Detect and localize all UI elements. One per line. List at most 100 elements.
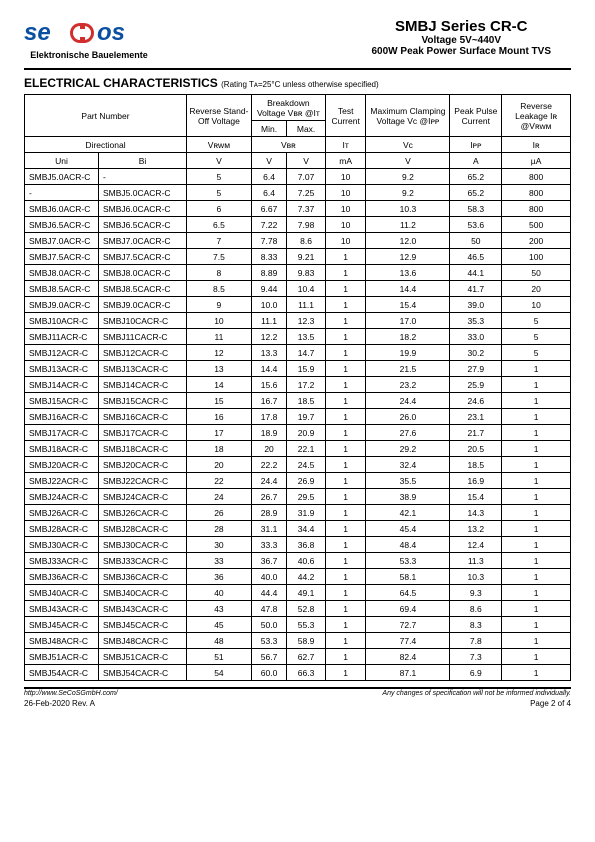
table-cell: 9.83: [287, 265, 326, 281]
table-cell: -: [25, 185, 99, 201]
th-unit-v3: V: [287, 153, 326, 169]
table-row: SMBJ30ACR-CSMBJ30CACR-C3033.336.8148.412…: [25, 537, 571, 553]
table-cell: 20: [502, 281, 571, 297]
table-cell: 20: [251, 441, 286, 457]
table-cell: SMBJ15CACR-C: [99, 393, 187, 409]
th-unit-v4: V: [366, 153, 450, 169]
table-cell: 1: [502, 425, 571, 441]
table-cell: 20.5: [450, 441, 502, 457]
table-cell: 1: [502, 633, 571, 649]
table-cell: 8: [187, 265, 252, 281]
th-vbr: Vʙʀ: [251, 137, 325, 153]
table-cell: 1: [502, 617, 571, 633]
table-cell: 1: [502, 585, 571, 601]
table-cell: 8.5: [187, 281, 252, 297]
th-breakdown-min: Min.: [251, 121, 286, 137]
table-cell: SMBJ28CACR-C: [99, 521, 187, 537]
table-cell: 5: [187, 185, 252, 201]
table-cell: 1: [502, 505, 571, 521]
table-cell: 15.4: [450, 489, 502, 505]
table-cell: 20: [187, 457, 252, 473]
table-row: SMBJ28ACR-CSMBJ28CACR-C2831.134.4145.413…: [25, 521, 571, 537]
table-cell: 66.3: [287, 665, 326, 681]
table-cell: 7: [187, 233, 252, 249]
table-cell: SMBJ8.5CACR-C: [99, 281, 187, 297]
table-cell: 65.2: [450, 185, 502, 201]
table-cell: 29.2: [366, 441, 450, 457]
table-cell: 11.2: [366, 217, 450, 233]
table-cell: 28.9: [251, 505, 286, 521]
table-cell: SMBJ16ACR-C: [25, 409, 99, 425]
table-cell: 1: [325, 265, 366, 281]
table-cell: 31.1: [251, 521, 286, 537]
table-cell: 1: [325, 505, 366, 521]
table-cell: 1: [502, 409, 571, 425]
table-cell: 18.9: [251, 425, 286, 441]
table-cell: 1: [325, 249, 366, 265]
table-cell: SMBJ45CACR-C: [99, 617, 187, 633]
table-cell: 13.2: [450, 521, 502, 537]
doc-title: SMBJ Series CR-C: [372, 18, 552, 35]
table-cell: SMBJ14ACR-C: [25, 377, 99, 393]
table-cell: 55.3: [287, 617, 326, 633]
th-reverse-leak: Reverse Leakage Iʀ @Vʀᴡᴍ: [502, 95, 571, 137]
table-cell: SMBJ48CACR-C: [99, 633, 187, 649]
table-cell: 14: [187, 377, 252, 393]
table-cell: 39.0: [450, 297, 502, 313]
table-cell: 5: [502, 313, 571, 329]
table-cell: 1: [325, 393, 366, 409]
table-row: SMBJ8.5ACR-CSMBJ8.5CACR-C8.59.4410.4114.…: [25, 281, 571, 297]
table-cell: 8.3: [450, 617, 502, 633]
table-cell: 23.2: [366, 377, 450, 393]
table-row: SMBJ6.5ACR-CSMBJ6.5CACR-C6.57.227.981011…: [25, 217, 571, 233]
table-cell: SMBJ11ACR-C: [25, 329, 99, 345]
table-cell: 11.3: [450, 553, 502, 569]
table-cell: 1: [502, 377, 571, 393]
table-cell: 34.4: [287, 521, 326, 537]
table-cell: 12.2: [251, 329, 286, 345]
table-cell: 1: [325, 441, 366, 457]
table-cell: 32.4: [366, 457, 450, 473]
table-cell: 500: [502, 217, 571, 233]
table-cell: SMBJ13ACR-C: [25, 361, 99, 377]
table-cell: 24.6: [450, 393, 502, 409]
table-cell: 12.9: [366, 249, 450, 265]
table-cell: SMBJ20CACR-C: [99, 457, 187, 473]
table-cell: 7.78: [251, 233, 286, 249]
table-cell: 9: [187, 297, 252, 313]
table-cell: 1: [325, 473, 366, 489]
doc-subtitle-1: Voltage 5V~440V: [372, 35, 552, 46]
table-cell: 7.07: [287, 169, 326, 185]
table-cell: 1: [502, 601, 571, 617]
table-cell: 7.5: [187, 249, 252, 265]
table-cell: SMBJ22CACR-C: [99, 473, 187, 489]
table-cell: 45: [187, 617, 252, 633]
table-cell: SMBJ9.0CACR-C: [99, 297, 187, 313]
table-row: SMBJ9.0ACR-CSMBJ9.0CACR-C910.011.1115.43…: [25, 297, 571, 313]
table-row: SMBJ16ACR-CSMBJ16CACR-C1617.819.7126.023…: [25, 409, 571, 425]
table-cell: 18.5: [450, 457, 502, 473]
table-cell: 30.2: [450, 345, 502, 361]
table-cell: SMBJ12ACR-C: [25, 345, 99, 361]
table-cell: 19.9: [366, 345, 450, 361]
table-row: SMBJ36ACR-CSMBJ36CACR-C3640.044.2158.110…: [25, 569, 571, 585]
table-cell: SMBJ6.0ACR-C: [25, 201, 99, 217]
svg-text:os: os: [97, 19, 125, 46]
table-row: SMBJ5.0ACR-C-56.47.07109.265.2800: [25, 169, 571, 185]
table-cell: 5: [187, 169, 252, 185]
table-cell: 26: [187, 505, 252, 521]
footer-row-1: http://www.SeCoSGmbH.com/ Any changes of…: [24, 689, 571, 699]
table-cell: 7.3: [450, 649, 502, 665]
table-cell: 10: [325, 201, 366, 217]
th-uni: Uni: [25, 153, 99, 169]
table-body: SMBJ5.0ACR-C-56.47.07109.265.2800-SMBJ5.…: [25, 169, 571, 681]
table-cell: 40: [187, 585, 252, 601]
table-cell: 45.4: [366, 521, 450, 537]
table-row: SMBJ51ACR-CSMBJ51CACR-C5156.762.7182.47.…: [25, 649, 571, 665]
footer-row-2: 26-Feb-2020 Rev. A Page 2 of 4: [24, 699, 571, 714]
table-cell: SMBJ6.0CACR-C: [99, 201, 187, 217]
table-cell: SMBJ20ACR-C: [25, 457, 99, 473]
table-cell: SMBJ30ACR-C: [25, 537, 99, 553]
table-cell: 11.1: [251, 313, 286, 329]
th-unit-v1: V: [187, 153, 252, 169]
